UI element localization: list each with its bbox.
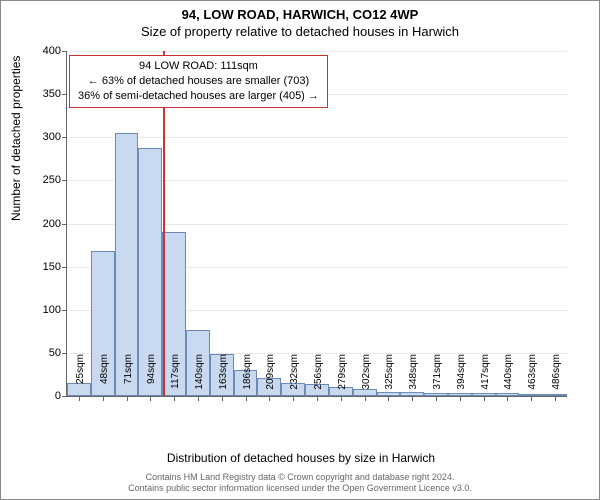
x-tick-mark <box>412 396 413 401</box>
x-tick-label: 486sqm <box>551 354 562 402</box>
y-tick-mark <box>62 94 67 95</box>
x-tick-mark <box>484 396 485 401</box>
x-tick-label: 140sqm <box>194 354 205 402</box>
footer-line-1: Contains HM Land Registry data © Crown c… <box>1 472 599 484</box>
x-axis-label: Distribution of detached houses by size … <box>1 451 600 465</box>
x-tick-label: 232sqm <box>289 354 300 402</box>
chart-title-main: 94, LOW ROAD, HARWICH, CO12 4WP <box>1 7 599 22</box>
x-tick-label: 440sqm <box>503 354 514 402</box>
y-tick-mark <box>62 137 67 138</box>
x-tick-label: 325sqm <box>384 354 395 402</box>
x-tick-label: 371sqm <box>432 354 443 402</box>
x-tick-label: 94sqm <box>146 354 157 402</box>
x-tick-mark <box>507 396 508 401</box>
x-tick-mark <box>317 396 318 401</box>
x-tick-label: 71sqm <box>123 354 134 402</box>
info-box-line-1: 94 LOW ROAD: 111sqm <box>78 59 319 74</box>
x-tick-mark <box>555 396 556 401</box>
x-tick-label: 279sqm <box>337 354 348 402</box>
y-tick-mark <box>62 396 67 397</box>
y-tick-mark <box>62 267 67 268</box>
y-axis-label: Number of detached properties <box>9 56 23 221</box>
x-tick-mark <box>103 396 104 401</box>
footer-line-2: Contains public sector information licen… <box>1 483 599 495</box>
x-tick-mark <box>127 396 128 401</box>
x-tick-label: 163sqm <box>218 354 229 402</box>
chart-container: 94, LOW ROAD, HARWICH, CO12 4WP Size of … <box>0 0 600 500</box>
x-tick-label: 463sqm <box>527 354 538 402</box>
x-tick-label: 48sqm <box>99 354 110 402</box>
x-tick-mark <box>531 396 532 401</box>
x-tick-mark <box>246 396 247 401</box>
x-tick-label: 256sqm <box>313 354 324 402</box>
x-tick-mark <box>269 396 270 401</box>
x-tick-label: 117sqm <box>170 354 181 402</box>
x-tick-mark <box>222 396 223 401</box>
x-tick-mark <box>198 396 199 401</box>
gridline <box>67 51 567 52</box>
x-tick-label: 302sqm <box>361 354 372 402</box>
plot-area: 05010015020025030035040025sqm48sqm71sqm9… <box>66 51 567 397</box>
x-tick-mark <box>174 396 175 401</box>
footer-attribution: Contains HM Land Registry data © Crown c… <box>1 472 599 495</box>
x-tick-mark <box>341 396 342 401</box>
info-box-line-3: 36% of semi-detached houses are larger (… <box>78 89 319 104</box>
gridline <box>67 137 567 138</box>
x-tick-mark <box>460 396 461 401</box>
x-tick-mark <box>150 396 151 401</box>
y-tick-mark <box>62 310 67 311</box>
x-tick-mark <box>436 396 437 401</box>
x-tick-label: 417sqm <box>480 354 491 402</box>
x-tick-label: 348sqm <box>408 354 419 402</box>
y-tick-mark <box>62 353 67 354</box>
y-tick-mark <box>62 51 67 52</box>
info-box: 94 LOW ROAD: 111sqm← 63% of detached hou… <box>69 55 328 108</box>
x-tick-label: 394sqm <box>456 354 467 402</box>
x-tick-mark <box>293 396 294 401</box>
y-tick-mark <box>62 224 67 225</box>
y-tick-mark <box>62 180 67 181</box>
x-tick-mark <box>388 396 389 401</box>
x-tick-mark <box>79 396 80 401</box>
x-tick-mark <box>365 396 366 401</box>
x-tick-label: 209sqm <box>265 354 276 402</box>
x-tick-label: 186sqm <box>242 354 253 402</box>
chart-title-sub: Size of property relative to detached ho… <box>1 24 599 39</box>
info-box-line-2: ← 63% of detached houses are smaller (70… <box>78 74 319 89</box>
x-tick-label: 25sqm <box>75 354 86 402</box>
